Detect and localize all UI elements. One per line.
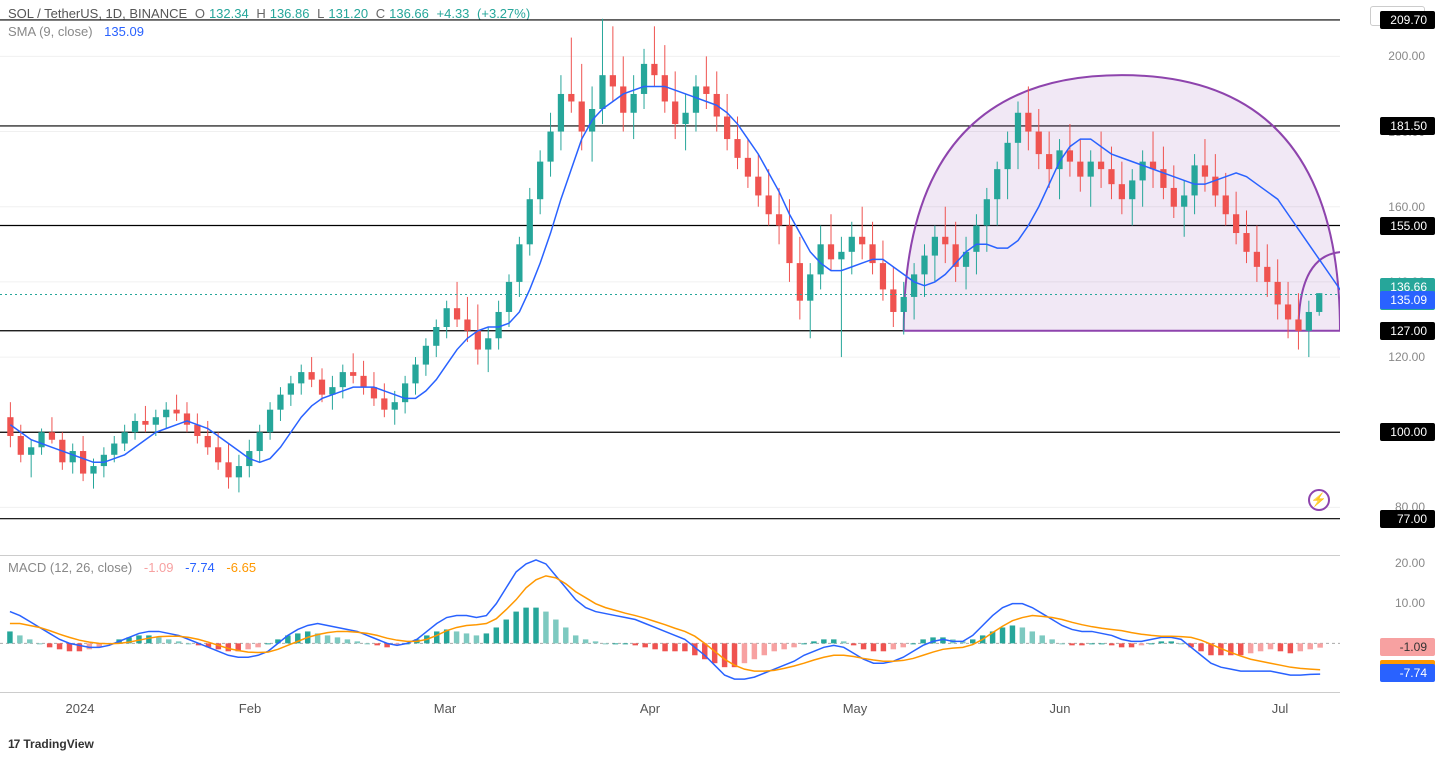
y-tick: 120.00 <box>1388 350 1425 364</box>
x-tick: 2024 <box>66 701 95 716</box>
hline-label: 181.50 <box>1380 117 1435 135</box>
hline-label: 100.00 <box>1380 423 1435 441</box>
hline-label: 127.00 <box>1380 322 1435 340</box>
macd-signal-val: -6.65 <box>226 560 256 575</box>
hline-label: 209.70 <box>1380 11 1435 29</box>
x-tick: Feb <box>239 701 261 716</box>
x-tick: Mar <box>434 701 456 716</box>
sma-price-label: 135.09 <box>1380 291 1435 309</box>
macd-label: MACD (12, 26, close) <box>8 560 132 575</box>
x-tick: Jun <box>1050 701 1071 716</box>
bolt-icon[interactable]: ⚡ <box>1308 489 1330 511</box>
x-tick: May <box>843 701 868 716</box>
tradingview-logo[interactable]: 17 TradingView <box>8 737 94 751</box>
macd-value-label: -7.74 <box>1380 664 1435 682</box>
y-tick: 160.00 <box>1388 200 1425 214</box>
macd-hist-val: -1.09 <box>144 560 174 575</box>
macd-pane[interactable]: MACD (12, 26, close) -1.09 -7.74 -6.65 <box>0 555 1340 690</box>
x-axis[interactable]: 2024 Feb Mar Apr May Jun Jul <box>0 692 1340 722</box>
macd-legend[interactable]: MACD (12, 26, close) -1.09 -7.74 -6.65 <box>8 560 256 575</box>
y-tick: 200.00 <box>1388 49 1425 63</box>
tv-text: TradingView <box>23 737 93 751</box>
tv-icon: 17 <box>8 737 19 751</box>
price-y-axis[interactable]: 80.00100.00120.00140.00160.00180.00200.0… <box>1340 0 1435 545</box>
macd-macd-val: -7.74 <box>185 560 215 575</box>
hline-label: 77.00 <box>1380 510 1435 528</box>
hline-label: 155.00 <box>1380 217 1435 235</box>
macd-value-label: -1.09 <box>1380 638 1435 656</box>
macd-y-axis[interactable]: 10.0020.00-1.09-6.65-7.74 <box>1340 555 1435 690</box>
x-tick: Jul <box>1272 701 1289 716</box>
price-pane[interactable]: ⚡ <box>0 0 1340 545</box>
macd-y-tick: 10.00 <box>1395 596 1425 610</box>
chart-container: SOL / TetherUS, 1D, BINANCE O132.34 H136… <box>0 0 1435 757</box>
macd-y-tick: 20.00 <box>1395 556 1425 570</box>
x-tick: Apr <box>640 701 660 716</box>
